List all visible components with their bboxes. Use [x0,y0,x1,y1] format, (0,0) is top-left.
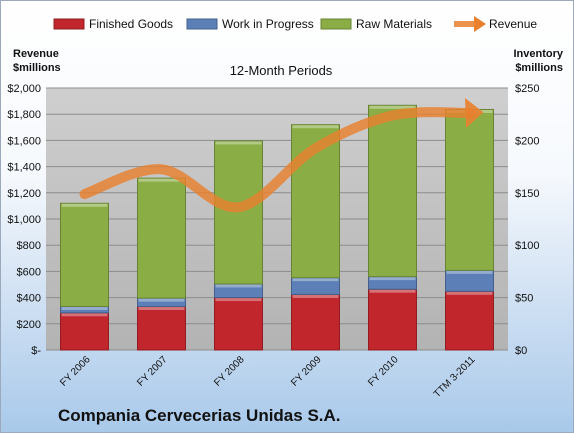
legend-item-finished-goods: Finished Goods [53,17,173,31]
legend-label: Revenue [489,17,537,31]
revenue-line-path [79,107,475,213]
bar-highlight [292,125,339,129]
legend-swatch [320,18,352,30]
bar-finished-goods [445,290,494,351]
bars [60,104,494,351]
legend-label: Work in Progress [222,17,314,31]
bar-highlight [292,278,339,282]
bar-raw-materials [445,108,494,271]
left-tick-label: $1,000 [7,214,41,226]
company-name: Compania Cervecerias Unidas S.A. [58,406,341,425]
bar-highlight [61,307,108,311]
left-tick-label: $- [31,345,41,357]
right-axis-title-line1: Inventory [513,48,563,60]
bar-raw-materials [368,104,417,278]
left-tick-label: $800 [17,240,41,252]
bar-highlight [138,307,185,311]
legend-swatch [53,18,85,30]
legend-item-revenue: Revenue [454,16,537,32]
bar-highlight [61,203,108,207]
bar-highlight [215,141,262,145]
bar-highlight [292,294,339,298]
legend: Finished Goods Work in Progress Raw Materi… [53,16,537,32]
left-tick-label: $1,600 [7,135,41,147]
bar-highlight [61,313,108,317]
chart-subtitle: 12-Month Periods [230,63,333,78]
x-tick-label: FY 2007 [135,354,170,389]
right-tick-label: $150 [515,188,539,200]
left-tick-label: $600 [17,266,41,278]
left-tick-label: $200 [17,319,41,331]
revenue-arrowhead [464,98,484,129]
bar-highlight [446,291,493,295]
bar-raw-materials [214,140,263,285]
bar-highlight [215,298,262,302]
bar-raw-materials [137,177,186,299]
left-tick-label: $400 [17,293,41,305]
bar-highlight [138,178,185,182]
bar-finished-goods [368,288,417,351]
left-tick-label: $1,800 [7,109,41,121]
legend-swatch [186,18,218,30]
left-axis-ticks: $- $200 $400 $600 $800 $1,000 $1,200 $1,400 $1,6… [7,83,41,357]
legend-item-work-in-progress: Work in Progress [186,17,314,31]
bar-finished-goods [214,297,263,351]
revenue-line [79,98,484,213]
bar-highlight [215,284,262,288]
bar-raw-materials [60,202,109,308]
right-tick-label: $200 [515,135,539,147]
x-tick-label: FY 2006 [58,354,93,389]
left-axis-title-line2: $millions [13,62,61,74]
legend-label: Raw Materials [356,17,432,31]
left-tick-label: $1,400 [7,162,41,174]
left-tick-label: $1,200 [7,188,41,200]
bar-highlight [446,270,493,274]
right-axis-ticks: $0 $50 $100 $150 $200 $250 [515,83,539,357]
bar-highlight [138,298,185,302]
x-axis-ticks: FY 2006 FY 2007 FY 2008 FY 2009 FY 2010 TTM 3… [58,354,478,400]
left-tick-label: $2,000 [7,83,41,95]
bar-finished-goods [291,293,340,351]
x-tick-label: FY 2010 [366,354,401,389]
legend-item-raw-materials: Raw Materials [320,17,432,31]
right-axis-title-line2: $millions [515,62,563,74]
bar-highlight [369,289,416,293]
right-tick-label: $250 [515,83,539,95]
x-tick-label: TTM 3-2011 [432,354,478,400]
right-tick-label: $50 [515,293,533,305]
bar-finished-goods [137,306,186,351]
right-tick-label: $100 [515,240,539,252]
right-tick-label: $0 [515,345,527,357]
x-tick-label: FY 2008 [212,354,247,389]
bar-finished-goods [60,312,109,351]
x-tick-label: FY 2009 [289,354,324,389]
bar-highlight [369,105,416,109]
bar-highlight [369,277,416,281]
legend-arrow [474,16,486,32]
left-axis-title-line1: Revenue [13,48,59,60]
legend-label: Finished Goods [89,17,173,31]
